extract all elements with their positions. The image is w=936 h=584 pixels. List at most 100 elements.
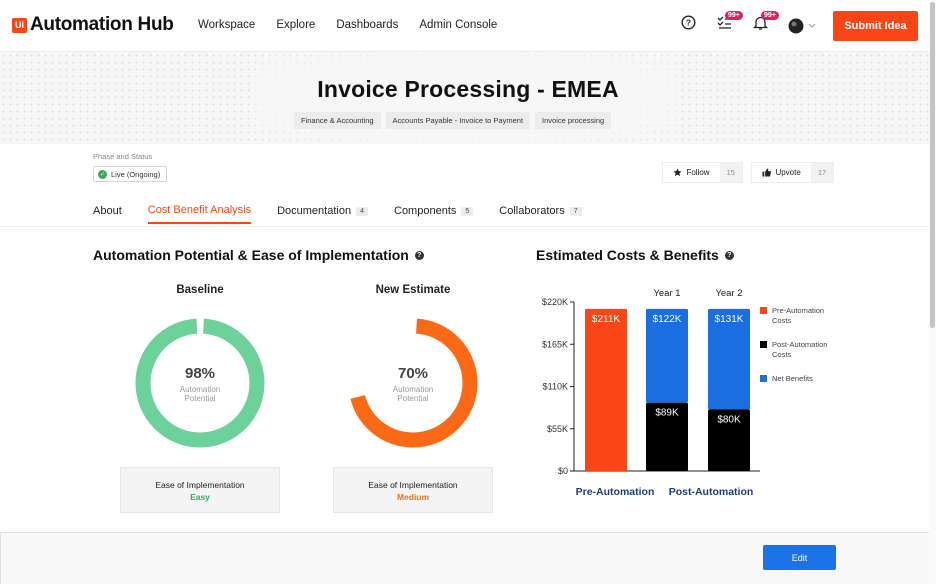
y-tick-label: $110K [543, 382, 568, 392]
breadcrumb: Finance & Accounting Accounts Payable - … [294, 112, 616, 129]
follow-button[interactable]: Follow 15 [662, 162, 743, 183]
legend-item: Post-Automation Costs [760, 340, 842, 360]
section-title-text: Estimated Costs & Benefits [536, 247, 719, 263]
baseline-title: Baseline [176, 284, 224, 296]
help-icon[interactable]: ? [681, 15, 696, 35]
upvote-label: Upvote [775, 168, 801, 177]
nav-admin-console[interactable]: Admin Console [419, 19, 498, 31]
bell-icon[interactable]: 99+ [752, 11, 779, 35]
tab-documentation[interactable]: Documentation 4 [277, 204, 368, 224]
breadcrumb-item-process[interactable]: Invoice processing [535, 112, 612, 129]
x-group-label: Pre-Automation [576, 486, 655, 498]
x-group-label: Post-Automation [669, 486, 754, 498]
bar-value-label: $80K [717, 415, 741, 426]
y-tick-label: $55K [547, 424, 568, 434]
y-tick-label: $0 [558, 466, 568, 476]
tab-collaborators[interactable]: Collaborators 7 [499, 204, 582, 224]
new-estimate-ease-box: Ease of Implementation Medium [333, 467, 493, 513]
avatar[interactable] [788, 18, 816, 39]
automation-potential-heading: Automation Potential & Ease of Implement… [93, 247, 424, 263]
app-logo[interactable]: Ui Automation Hub [12, 14, 174, 36]
legend-label: Pre-Automation Costs [772, 306, 825, 325]
scrollbar-thumb[interactable] [930, 2, 935, 328]
breadcrumb-item-category[interactable]: Finance & Accounting [294, 112, 381, 129]
new-estimate-percent: 70% [397, 365, 429, 382]
breadcrumb-item-subcategory[interactable]: Accounts Payable - Invoice to Payment [385, 112, 531, 129]
chart-column-header: Year 1 [653, 288, 680, 299]
thumbs-up-icon [762, 168, 771, 177]
status-badge: ✓ Live (Ongoing) [93, 166, 168, 182]
baseline-sub-1: Automation [179, 385, 221, 394]
tab-about[interactable]: About [93, 204, 122, 224]
baseline-donut: 98% Automation Potential [134, 317, 266, 449]
tab-label: Documentation [277, 205, 352, 217]
tab-divider [0, 226, 936, 227]
baseline-sub-2: Potential [184, 394, 216, 403]
page-title: Invoice Processing - EMEA [317, 76, 619, 102]
tab-label: Collaborators [499, 205, 565, 217]
new-estimate-sub-1: Automation [392, 385, 434, 394]
edit-button[interactable]: Edit [763, 545, 836, 570]
bar-segment [646, 308, 688, 403]
legend-swatch [760, 307, 767, 314]
main-nav: Workspace Explore Dashboards Admin Conso… [198, 19, 518, 31]
baseline-ease-box: Ease of Implementation Easy [120, 467, 280, 513]
top-nav: Ui Automation Hub Workspace Explore Dash… [0, 0, 936, 52]
bar-segment [646, 402, 688, 471]
notifications-badge: 99+ [761, 11, 779, 20]
tasks-badge: 99+ [725, 11, 743, 20]
follow-count: 15 [719, 163, 742, 182]
tab-count: 4 [356, 206, 368, 216]
new-estimate-donut: 70% Automation Potential [347, 317, 479, 449]
status-text: Live (Ongoing) [111, 169, 161, 179]
svg-text:?: ? [686, 18, 691, 28]
info-icon[interactable]: ? [724, 250, 734, 260]
check-icon: ✓ [98, 169, 107, 179]
nav-dashboards[interactable]: Dashboards [336, 19, 399, 31]
bar-value-label: $122K [653, 314, 682, 325]
legend-label: Net Benefits [772, 374, 813, 383]
upvote-button[interactable]: Upvote 17 [751, 162, 835, 183]
baseline-percent: 98% [184, 365, 216, 382]
costs-benefits-heading: Estimated Costs & Benefits? [536, 247, 734, 263]
chart-legend: Pre-Automation Costs Post-Automation Cos… [760, 306, 842, 398]
bar-value-label: $211K [592, 314, 621, 325]
nav-explore[interactable]: Explore [276, 19, 316, 31]
tab-count: 7 [569, 206, 582, 216]
ease-label: Ease of Implementation [368, 480, 458, 490]
bar-segment [585, 308, 627, 471]
tab-bar: About Cost Benefit Analysis Documentatio… [93, 204, 608, 224]
tab-label: About [93, 205, 122, 217]
submit-idea-button[interactable]: Submit Idea [833, 11, 918, 41]
follow-label: Follow [686, 168, 710, 177]
y-tick-label: $165K [542, 339, 568, 349]
tab-cost-benefit-analysis[interactable]: Cost Benefit Analysis [147, 204, 252, 224]
star-icon [673, 168, 682, 177]
legend-item: Net Benefits [760, 374, 842, 384]
bar-segment [708, 308, 750, 410]
bar-value-label: $131K [715, 314, 744, 325]
legend-swatch [760, 341, 767, 348]
bar-segment [708, 409, 750, 471]
tasks-icon[interactable]: 99+ [717, 11, 743, 35]
ease-value: Easy [190, 492, 210, 502]
legend-item: Pre-Automation Costs [760, 306, 842, 326]
legend-label: Post-Automation Costs [772, 340, 828, 359]
nav-workspace[interactable]: Workspace [198, 19, 256, 31]
tab-label: Components [394, 205, 457, 217]
bar-value-label: $89K [655, 408, 679, 419]
section-title-text: Automation Potential & Ease of Implement… [93, 247, 409, 263]
new-estimate-title: New Estimate [375, 284, 451, 296]
logo-text: Automation Hub [30, 14, 174, 35]
upvote-count: 17 [810, 163, 834, 182]
tab-components[interactable]: Components 5 [394, 204, 474, 224]
tab-label: Cost Benefit Analysis [147, 204, 252, 216]
y-tick-label: $220K [542, 297, 568, 307]
new-estimate-sub-2: Potential [397, 394, 429, 403]
info-icon[interactable]: ? [414, 250, 424, 260]
chart-column-header: Year 2 [715, 288, 742, 299]
legend-swatch [760, 375, 767, 382]
tab-count: 5 [461, 206, 474, 216]
logo-badge: Ui [12, 17, 27, 33]
ease-value: Medium [396, 492, 430, 502]
